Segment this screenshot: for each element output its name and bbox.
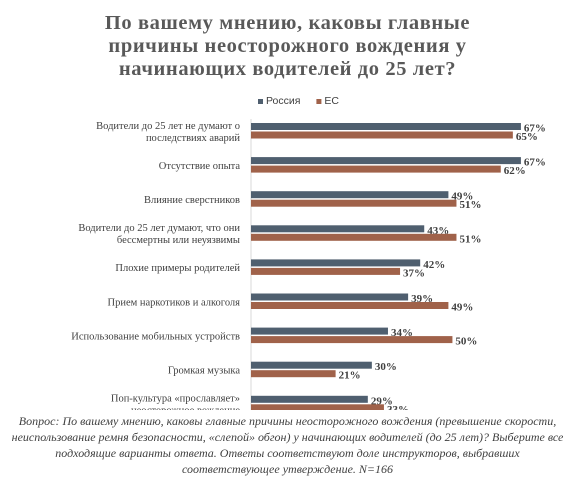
data-label: 42% (423, 259, 445, 271)
bar-russia (251, 259, 421, 267)
legend-swatch (258, 99, 263, 104)
category-label: Водители до 25 лет не думают о последстви… (96, 121, 240, 144)
category-label: Влияние сверстников (144, 195, 240, 206)
category-label: Водители до 25 лет думают, что они бессме… (78, 223, 240, 246)
data-label: 67% (524, 157, 546, 169)
bar-russia (251, 225, 425, 233)
data-label: 49% (451, 302, 473, 314)
legend-label: ЕС (324, 95, 339, 107)
data-label: 65% (516, 131, 538, 143)
bar-russia (251, 293, 409, 301)
data-label: 62% (504, 165, 526, 177)
bar-russia (251, 395, 368, 403)
data-label: 50% (455, 336, 477, 348)
data-label: 33% (387, 404, 409, 410)
chart-title: По вашему мнению, каковы главные причины… (0, 12, 575, 81)
bar-russia (251, 123, 521, 130)
bar-eu (251, 370, 336, 378)
bar-russia (251, 327, 388, 335)
data-label: 37% (403, 267, 425, 279)
data-label: 30% (375, 361, 397, 373)
footnote-line: Вопрос: По вашему мнению, каковы главные… (18, 414, 557, 428)
bar-eu (251, 267, 401, 275)
category-label: Поп-культура «прославляет»неосторожное в… (111, 394, 240, 410)
category-label: Использование мобильных устройств (71, 331, 240, 342)
chart-title-line: причины неосторожного вождения у (108, 35, 467, 57)
footnote-line: соответствующее утверждение. N=166 (181, 462, 394, 476)
bar-russia (251, 157, 521, 165)
legend-label: Россия (266, 95, 300, 107)
data-label: 49% (451, 191, 473, 203)
bar-eu (251, 336, 453, 344)
bar-eu (251, 302, 449, 309)
chart-title-line: начинающих водителей до 25 лет? (118, 58, 457, 80)
data-label: 51% (459, 233, 481, 245)
data-label: 21% (339, 370, 361, 382)
bar-eu (251, 199, 457, 207)
legend-swatch (316, 99, 322, 104)
category-label: Громкая музыка (168, 365, 240, 376)
bar-eu (251, 233, 457, 241)
bar-russia (251, 361, 372, 369)
bar-russia (251, 191, 449, 199)
bar-eu (251, 131, 513, 139)
footnote-line: подходящие варианты ответа. Ответы соотв… (55, 446, 520, 460)
category-label: Отсутствие опыта (159, 161, 241, 172)
footnote-line: неиспользование ремня безопасности, «сле… (11, 430, 564, 444)
bar-eu (251, 404, 384, 410)
question-footnote: Вопрос: По вашему мнению, каковы главные… (6, 413, 569, 477)
chart-title-line: По вашему мнению, каковы главные (104, 12, 471, 34)
bar-chart-plot: Россия ЕС Водители до 25 лет не думают о по… (71, 95, 546, 410)
category-label: Прием наркотиков и алкоголя (108, 297, 241, 308)
data-label: 51% (459, 199, 481, 211)
category-label: Плохие примеры родителей (115, 263, 240, 274)
data-label: 67% (524, 123, 546, 135)
bar-eu (251, 165, 501, 173)
